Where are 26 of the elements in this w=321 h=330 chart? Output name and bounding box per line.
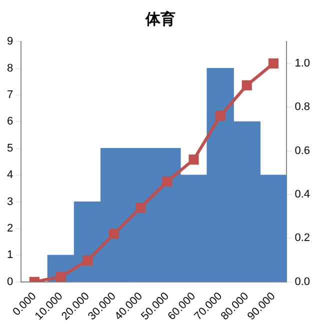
y2-tick-label: 0.8: [294, 101, 310, 114]
point: [56, 272, 66, 282]
point: [242, 80, 252, 90]
y-tick-label: 5: [6, 142, 14, 154]
point: [82, 255, 93, 266]
y2-tick-label: 0.0: [294, 276, 310, 288]
y-tick-label: 0: [6, 276, 14, 288]
y-tick-label: 4: [6, 169, 14, 182]
y-tick-label: 1: [6, 249, 14, 262]
y2-tick-label: 0.6: [294, 144, 310, 157]
point: [215, 110, 226, 121]
point: [109, 228, 120, 239]
y-tick-label: 2: [6, 222, 14, 235]
y-tick-label: 7: [6, 89, 14, 102]
y2-tick-label: 0.2: [294, 232, 310, 244]
y-tick-label: 9: [6, 36, 14, 48]
y-tick-label: 8: [6, 62, 14, 74]
y-tick-label: 6: [6, 116, 14, 128]
point: [188, 154, 199, 165]
y2-tick-label: 1.0: [294, 57, 310, 70]
point: [136, 202, 146, 213]
point: [162, 176, 172, 186]
chart-title: 体育: [144, 10, 176, 29]
y2-tick-label: 0.4: [294, 188, 310, 201]
point: [268, 58, 278, 68]
y-tick-label: 3: [6, 196, 14, 208]
